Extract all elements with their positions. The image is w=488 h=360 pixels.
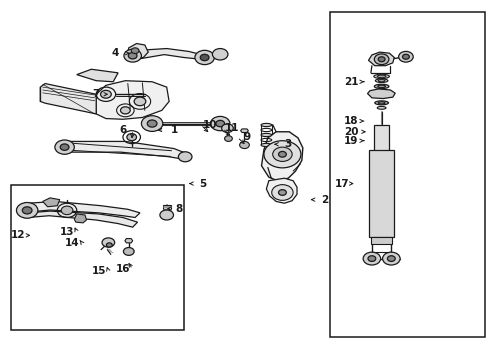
Circle shape bbox=[398, 51, 412, 62]
Bar bbox=[11, 185, 183, 330]
Circle shape bbox=[210, 116, 229, 131]
Circle shape bbox=[200, 54, 208, 61]
Polygon shape bbox=[367, 89, 394, 99]
Circle shape bbox=[141, 116, 163, 131]
Circle shape bbox=[382, 252, 399, 265]
Ellipse shape bbox=[373, 74, 388, 78]
Ellipse shape bbox=[377, 80, 384, 82]
Bar bbox=[373, 125, 388, 155]
Text: 19: 19 bbox=[344, 136, 358, 146]
Circle shape bbox=[61, 206, 73, 215]
Text: 14: 14 bbox=[64, 238, 79, 248]
Circle shape bbox=[221, 124, 233, 132]
Circle shape bbox=[402, 54, 408, 59]
Text: 3: 3 bbox=[284, 139, 291, 149]
Polygon shape bbox=[96, 81, 169, 119]
Circle shape bbox=[215, 120, 224, 127]
Circle shape bbox=[377, 57, 384, 62]
Text: 21: 21 bbox=[344, 77, 358, 87]
Ellipse shape bbox=[373, 84, 388, 89]
Ellipse shape bbox=[374, 79, 387, 82]
Bar bbox=[370, 237, 391, 244]
Text: 1: 1 bbox=[170, 125, 177, 135]
Ellipse shape bbox=[374, 101, 387, 105]
Circle shape bbox=[373, 54, 388, 64]
Polygon shape bbox=[368, 52, 393, 66]
Circle shape bbox=[264, 141, 300, 168]
Ellipse shape bbox=[261, 134, 271, 136]
Circle shape bbox=[123, 248, 134, 255]
Circle shape bbox=[367, 256, 375, 261]
Circle shape bbox=[101, 90, 111, 98]
Text: 12: 12 bbox=[11, 230, 25, 240]
Circle shape bbox=[160, 210, 173, 220]
Polygon shape bbox=[63, 141, 188, 159]
Ellipse shape bbox=[376, 75, 385, 78]
Polygon shape bbox=[77, 69, 118, 82]
Bar bbox=[329, 12, 484, 337]
Text: 10: 10 bbox=[203, 120, 217, 130]
Polygon shape bbox=[124, 239, 132, 243]
Circle shape bbox=[134, 97, 145, 106]
Ellipse shape bbox=[261, 143, 271, 147]
Text: 17: 17 bbox=[334, 179, 348, 189]
Text: 2: 2 bbox=[321, 195, 327, 204]
Polygon shape bbox=[240, 129, 248, 132]
Circle shape bbox=[126, 134, 136, 141]
Circle shape bbox=[195, 50, 214, 64]
Circle shape bbox=[128, 53, 137, 59]
Polygon shape bbox=[23, 202, 140, 217]
Text: 5: 5 bbox=[199, 179, 206, 189]
Text: 13: 13 bbox=[60, 227, 74, 237]
Circle shape bbox=[131, 48, 139, 54]
Text: 4: 4 bbox=[112, 48, 119, 58]
Text: 16: 16 bbox=[116, 264, 130, 274]
Circle shape bbox=[386, 256, 394, 261]
Circle shape bbox=[224, 136, 232, 141]
Circle shape bbox=[120, 107, 130, 114]
Ellipse shape bbox=[261, 123, 271, 127]
Circle shape bbox=[55, 140, 74, 154]
Circle shape bbox=[278, 152, 286, 157]
Circle shape bbox=[123, 49, 141, 62]
Circle shape bbox=[239, 141, 249, 149]
Polygon shape bbox=[126, 44, 148, 59]
Polygon shape bbox=[40, 84, 96, 114]
Text: 11: 11 bbox=[224, 123, 239, 133]
Text: 8: 8 bbox=[175, 203, 182, 213]
Bar bbox=[163, 205, 170, 209]
Polygon shape bbox=[261, 132, 302, 181]
Circle shape bbox=[147, 120, 157, 127]
Bar bbox=[369, 150, 393, 237]
Polygon shape bbox=[42, 198, 60, 207]
Polygon shape bbox=[23, 211, 137, 227]
Circle shape bbox=[278, 190, 286, 195]
Circle shape bbox=[106, 243, 112, 247]
Circle shape bbox=[102, 238, 115, 247]
Circle shape bbox=[22, 207, 32, 214]
Circle shape bbox=[363, 252, 380, 265]
Text: 20: 20 bbox=[344, 127, 358, 137]
Text: 18: 18 bbox=[344, 116, 358, 126]
Ellipse shape bbox=[377, 102, 384, 104]
Polygon shape bbox=[132, 49, 205, 60]
Circle shape bbox=[271, 185, 292, 201]
Polygon shape bbox=[266, 178, 296, 203]
Text: 6: 6 bbox=[119, 125, 126, 135]
Circle shape bbox=[178, 152, 192, 162]
Circle shape bbox=[17, 203, 38, 218]
Text: 7: 7 bbox=[92, 89, 100, 99]
Circle shape bbox=[60, 144, 69, 150]
Text: 15: 15 bbox=[91, 266, 106, 276]
Circle shape bbox=[272, 147, 291, 161]
Ellipse shape bbox=[377, 85, 385, 87]
Ellipse shape bbox=[376, 107, 385, 109]
Text: 9: 9 bbox=[243, 132, 250, 142]
Polygon shape bbox=[74, 214, 86, 223]
Circle shape bbox=[212, 49, 227, 60]
